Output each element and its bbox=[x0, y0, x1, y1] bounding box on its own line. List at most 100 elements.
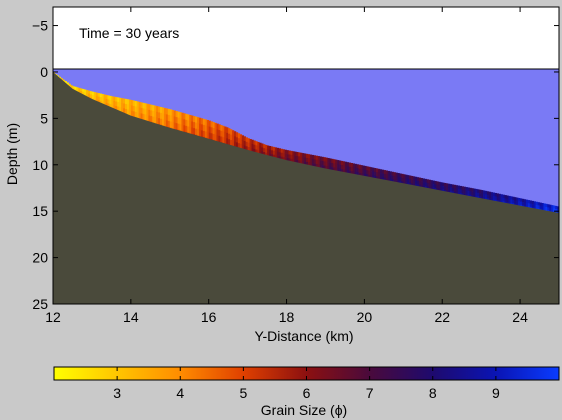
sediment-cell bbox=[154, 111, 157, 118]
sediment-cell bbox=[533, 204, 536, 208]
sediment-cell bbox=[475, 192, 478, 197]
sediment-cell bbox=[125, 108, 128, 115]
sediment-cell bbox=[525, 202, 529, 207]
sediment-cell bbox=[352, 171, 355, 176]
sediment-cell bbox=[93, 95, 97, 100]
x-tick-label: 20 bbox=[357, 309, 373, 325]
sediment-cell bbox=[247, 142, 250, 148]
sediment-cell bbox=[440, 182, 443, 186]
x-tick-label: 12 bbox=[45, 309, 61, 325]
sediment-cell bbox=[527, 203, 531, 207]
sediment-cell bbox=[134, 111, 137, 118]
sediment-cell bbox=[535, 201, 538, 206]
sediment-cell bbox=[113, 105, 116, 111]
sediment-cell bbox=[154, 117, 157, 124]
sediment-cell bbox=[331, 167, 334, 172]
sediment-cell bbox=[319, 160, 322, 166]
sediment-cell bbox=[543, 206, 546, 210]
sediment-cell bbox=[457, 185, 461, 190]
sediment-cell bbox=[416, 177, 420, 182]
sediment-cell bbox=[259, 150, 262, 156]
sediment-cell bbox=[327, 162, 330, 167]
sediment-cell bbox=[339, 160, 342, 165]
sediment-cell bbox=[502, 194, 505, 199]
sediment-cell bbox=[331, 158, 334, 164]
sediment-cell bbox=[376, 176, 379, 181]
sediment-cell bbox=[86, 90, 89, 94]
sediment-cell bbox=[294, 151, 297, 156]
sediment-cell bbox=[327, 166, 330, 171]
sediment-cell bbox=[267, 149, 270, 154]
colorbar-tick-label: 5 bbox=[239, 385, 247, 401]
sediment-cell bbox=[346, 166, 350, 171]
sediment-cell bbox=[130, 100, 134, 106]
sediment-cell bbox=[257, 141, 260, 147]
sediment-cell bbox=[518, 201, 521, 205]
sediment-cell bbox=[103, 94, 106, 99]
sediment-cell bbox=[212, 133, 215, 141]
sediment-cell bbox=[121, 102, 124, 109]
sediment-cell bbox=[348, 166, 352, 171]
sediment-cell bbox=[372, 175, 375, 180]
sediment-cell bbox=[97, 96, 101, 101]
sediment-cell bbox=[376, 168, 379, 173]
sediment-cell bbox=[496, 196, 499, 201]
sediment-cell bbox=[504, 198, 507, 203]
sediment-cell bbox=[200, 118, 204, 125]
sediment-cell bbox=[424, 182, 427, 187]
y-tick-label: 20 bbox=[32, 250, 48, 266]
sediment-cell bbox=[341, 164, 344, 170]
sediment-cell bbox=[276, 147, 280, 153]
sediment-cell bbox=[323, 157, 326, 162]
sediment-cell bbox=[179, 124, 182, 131]
sediment-cell bbox=[136, 106, 139, 113]
sediment-cell bbox=[189, 114, 192, 122]
sediment-cell bbox=[313, 163, 317, 168]
sediment-cell bbox=[483, 190, 486, 195]
sediment-cell bbox=[446, 183, 449, 188]
sediment-cell bbox=[321, 156, 324, 162]
sediment-cell bbox=[140, 102, 143, 109]
sediment-cell bbox=[364, 173, 367, 179]
sediment-cell bbox=[346, 162, 350, 167]
sediment-cell bbox=[298, 160, 301, 165]
sediment-cell bbox=[216, 123, 219, 130]
sediment-cell bbox=[125, 98, 128, 105]
sediment-cell bbox=[411, 175, 414, 180]
sediment-cell bbox=[232, 130, 235, 136]
sediment-cell bbox=[315, 163, 318, 169]
sediment-cell bbox=[253, 148, 256, 154]
sediment-cell bbox=[243, 136, 246, 142]
sediment-cell bbox=[383, 177, 387, 182]
sediment-cell bbox=[243, 145, 246, 151]
sediment-cell bbox=[465, 190, 468, 195]
sediment-cell bbox=[136, 112, 139, 119]
sediment-cell bbox=[512, 200, 515, 204]
sediment-cell bbox=[88, 93, 91, 98]
sediment-cell bbox=[138, 101, 141, 108]
sediment-cell bbox=[329, 158, 332, 163]
sediment-cell bbox=[405, 178, 408, 183]
sediment-cell bbox=[210, 127, 213, 134]
sediment-cell bbox=[520, 201, 523, 206]
sediment-cell bbox=[494, 192, 498, 197]
sediment-cell bbox=[276, 155, 280, 160]
sediment-cell bbox=[523, 199, 527, 203]
sediment-cell bbox=[444, 186, 447, 191]
sediment-cell bbox=[58, 76, 62, 79]
sediment-cell bbox=[76, 87, 79, 90]
sediment-cell bbox=[547, 204, 550, 208]
sediment-cell bbox=[486, 191, 490, 196]
sediment-cell bbox=[111, 96, 114, 101]
sediment-cell bbox=[230, 134, 233, 141]
colorbar-tick-label: 8 bbox=[429, 385, 437, 401]
sediment-cell bbox=[111, 104, 114, 110]
sediment-cell bbox=[337, 164, 340, 169]
sediment-cell bbox=[284, 149, 287, 154]
sediment-cell bbox=[216, 135, 219, 142]
x-tick-label: 24 bbox=[512, 309, 528, 325]
sediment-cell bbox=[191, 115, 194, 122]
sediment-cell bbox=[224, 132, 227, 139]
sediment-cell bbox=[115, 101, 118, 107]
